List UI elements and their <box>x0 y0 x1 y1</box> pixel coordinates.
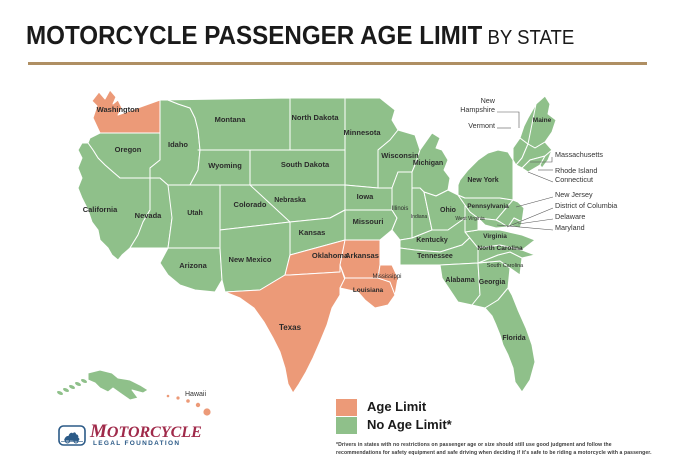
svg-text:Illinois: Illinois <box>392 206 409 212</box>
svg-text:Maine: Maine <box>533 117 552 124</box>
svg-text:Arizona: Arizona <box>179 261 207 270</box>
svg-text:New Mexico: New Mexico <box>229 255 272 264</box>
svg-text:Ohio: Ohio <box>440 207 456 214</box>
svg-text:Maryland: Maryland <box>555 223 585 232</box>
svg-text:Florida: Florida <box>502 335 525 342</box>
svg-text:Iowa: Iowa <box>357 192 374 201</box>
svg-text:Oregon: Oregon <box>115 145 142 154</box>
svg-text:Tennessee: Tennessee <box>417 253 453 260</box>
svg-text:New York: New York <box>467 177 498 184</box>
svg-text:Indiana: Indiana <box>411 214 428 220</box>
svg-text:Nevada: Nevada <box>135 211 163 220</box>
svg-text:Alabama: Alabama <box>445 277 474 284</box>
svg-text:Nebraska: Nebraska <box>274 197 306 204</box>
svg-text:Oklahoma: Oklahoma <box>312 251 349 260</box>
svg-text:Montana: Montana <box>215 115 247 124</box>
svg-text:Louisiana: Louisiana <box>353 287 384 294</box>
svg-text:Michigan: Michigan <box>413 160 443 167</box>
svg-text:North Carolina: North Carolina <box>477 245 523 252</box>
svg-text:Georgia: Georgia <box>479 279 506 286</box>
svg-text:Virginia: Virginia <box>483 233 507 240</box>
svg-text:Delaware: Delaware <box>555 212 585 221</box>
svg-text:California: California <box>83 205 118 214</box>
svg-text:Mississippi: Mississippi <box>372 274 401 280</box>
svg-text:Vermont: Vermont <box>468 121 495 130</box>
svg-text:Colorado: Colorado <box>234 200 267 209</box>
svg-text:Utah: Utah <box>187 210 203 217</box>
svg-text:Missouri: Missouri <box>353 217 384 226</box>
svg-text:South Dakota: South Dakota <box>281 160 330 169</box>
svg-text:Wisconsin: Wisconsin <box>381 151 419 160</box>
svg-text:New: New <box>481 96 496 105</box>
svg-text:Hampshire: Hampshire <box>460 105 495 114</box>
svg-text:District of Columbia: District of Columbia <box>555 201 617 210</box>
svg-text:Washington: Washington <box>97 105 140 114</box>
svg-text:Minnesota: Minnesota <box>343 128 381 137</box>
svg-text:Hawaii: Hawaii <box>185 391 206 398</box>
svg-text:Texas: Texas <box>279 323 302 332</box>
svg-text:Pennsylvania: Pennsylvania <box>467 203 509 210</box>
svg-text:Arkansas: Arkansas <box>345 251 379 260</box>
svg-text:Wyoming: Wyoming <box>208 161 242 170</box>
svg-text:Connecticut: Connecticut <box>555 175 593 184</box>
svg-text:Kansas: Kansas <box>299 228 326 237</box>
svg-text:West Virginia: West Virginia <box>455 216 484 222</box>
svg-text:Kentucky: Kentucky <box>416 237 448 244</box>
svg-text:Rhode Island: Rhode Island <box>555 166 597 175</box>
svg-text:North Dakota: North Dakota <box>291 113 339 122</box>
svg-text:South Carolina: South Carolina <box>487 263 524 269</box>
svg-text:Massachusetts: Massachusetts <box>555 150 603 159</box>
svg-text:New Jersey: New Jersey <box>555 190 593 199</box>
svg-text:Idaho: Idaho <box>168 140 188 149</box>
